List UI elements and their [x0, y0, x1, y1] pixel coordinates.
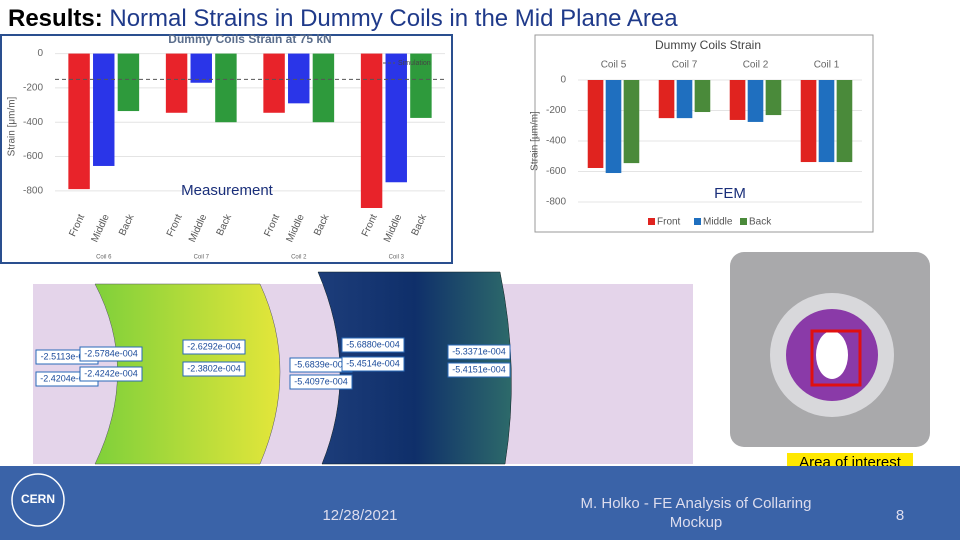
y-tick-label: -800 — [546, 197, 566, 208]
page-number: 8 — [896, 507, 904, 524]
legend-swatch — [740, 218, 747, 225]
fe-label-box — [341, 337, 405, 353]
bar — [93, 53, 115, 166]
bar — [312, 53, 335, 123]
fe-label: -2.5113e-004 — [41, 351, 94, 361]
fe-label: -5.4151e-004 — [452, 364, 506, 374]
fe-label: -5.4097e-004 — [294, 376, 348, 386]
category-label: Coil 1 — [814, 60, 840, 71]
fe-label: -2.4204e-004 — [40, 373, 94, 383]
y-tick-label: -200 — [546, 105, 566, 116]
bar — [587, 80, 604, 168]
y-tick-label: -400 — [546, 136, 566, 147]
fe-label-box — [447, 362, 511, 378]
fe-mesh-right — [317, 271, 512, 465]
legend-swatch — [694, 218, 701, 225]
category-label: Coil 3 — [389, 255, 405, 261]
y-tick-label: -200 — [23, 83, 43, 94]
logo-ring — [11, 473, 65, 527]
fe-label: -2.4242e-004 — [84, 368, 138, 378]
y-tick-label: -400 — [23, 117, 43, 128]
legend-swatch — [648, 218, 655, 225]
chart-annotation: Measurement — [181, 182, 274, 199]
fe-label-box — [79, 346, 143, 362]
category-label: Coil 7 — [194, 255, 210, 261]
legend-label: Back — [749, 217, 772, 228]
footer-box: M. Holko - FE Analysis of Collaring Mock… — [580, 495, 812, 531]
legend-label: Simulation — [398, 60, 431, 67]
fe-label: -5.3371e-004 — [452, 346, 506, 356]
bar — [605, 80, 622, 174]
y-tick-label: -800 — [23, 185, 43, 196]
chart-title: Dummy Coils Strain at 75 kN — [168, 32, 331, 46]
fe-label: -2.3802e-004 — [187, 363, 241, 373]
bar — [190, 53, 212, 83]
category-label: Coil 2 — [743, 60, 769, 71]
fe-label: -5.4514e-004 — [346, 358, 400, 368]
title-bold: Results: — [8, 5, 103, 32]
bar — [263, 53, 285, 113]
magnet-aperture — [816, 331, 848, 379]
area-highlight — [810, 329, 862, 387]
bar — [288, 53, 310, 104]
bar — [215, 53, 237, 123]
bar — [360, 53, 383, 208]
legend-label: Front — [657, 217, 681, 228]
bar — [836, 80, 853, 163]
bar — [765, 80, 782, 116]
chart-title: Dummy Coils Strain — [655, 38, 761, 52]
footer-date: 12/28/2021 — [322, 507, 397, 524]
fe-label-box — [289, 374, 353, 390]
fe-label-box — [182, 339, 246, 355]
fe-label-box — [447, 344, 511, 360]
bar — [658, 80, 675, 119]
y-tick-label: -600 — [23, 151, 43, 162]
bar — [694, 80, 711, 113]
title-rest: Normal Strains in Dummy Coils in the Mid… — [109, 5, 678, 32]
y-tick-label: 0 — [560, 75, 566, 86]
y-axis-label: Strain [µm/m] — [530, 111, 541, 171]
category-label: Coil 5 — [601, 60, 627, 71]
bar — [676, 80, 693, 119]
bar — [68, 53, 90, 190]
bar — [729, 80, 746, 120]
bar — [117, 53, 140, 112]
footer — [0, 466, 960, 540]
fe-label-box — [182, 361, 246, 377]
footer-text: M. Holko - FE Analysis of Collaring Mock… — [580, 495, 812, 531]
bar — [623, 80, 640, 164]
fe-label: -5.6880e-004 — [346, 339, 400, 349]
bar — [410, 53, 432, 118]
bar — [800, 80, 817, 163]
fe-label: -5.6839e-004 — [294, 359, 348, 369]
category-label: Coil 2 — [291, 255, 307, 261]
legend-label: Middle — [703, 217, 733, 228]
fe-label-box — [341, 356, 405, 372]
fe-label: -2.6292e-004 — [187, 341, 241, 351]
y-axis-label: Strain [μm/m] — [7, 96, 18, 156]
bar — [818, 80, 835, 163]
bar — [165, 53, 188, 113]
category-label: Coil 6 — [96, 255, 112, 261]
fe-label-box — [79, 366, 143, 382]
bar — [747, 80, 764, 122]
bar — [385, 53, 407, 183]
chart-annotation: FEM — [714, 185, 746, 202]
y-tick-label: 0 — [37, 48, 43, 59]
category-label: Coil 7 — [672, 60, 698, 71]
fe-label: -2.5784e-004 — [84, 348, 138, 358]
logo: CERN — [21, 492, 55, 506]
slide-title: Results: Normal Strains in Dummy Coils i… — [8, 5, 678, 32]
y-tick-label: -600 — [546, 166, 566, 177]
